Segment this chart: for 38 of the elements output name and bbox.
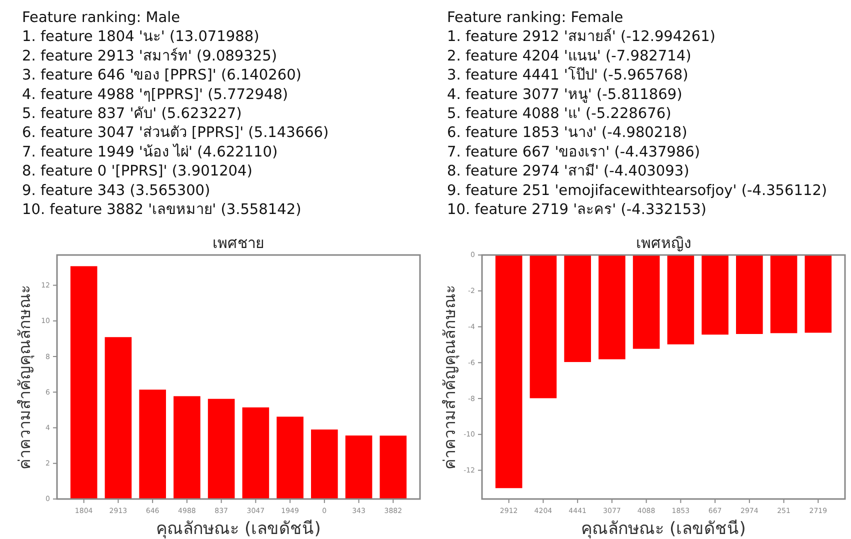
bar xyxy=(242,407,270,499)
text: 2. feature 2913 'สมาร์ท' (9.089325) xyxy=(22,47,277,64)
text: 3. feature 646 'ของ [PPRS]' (6.140260) xyxy=(22,68,302,84)
text: 10. feature 3882 'เลขหมาย' (3.558142) xyxy=(22,202,302,218)
bar xyxy=(276,416,304,499)
text: 4. feature 3077 'หนู' (-5.811869) xyxy=(447,86,682,103)
text: 6. feature 1853 'นาง' (-4.980218) xyxy=(447,125,688,142)
chart-title: เพศหญิง xyxy=(636,234,691,252)
text: Feature ranking: Male xyxy=(22,10,180,26)
bar xyxy=(208,398,235,499)
text: 8. feature 2974 'สามี' (-4.403093) xyxy=(447,162,690,180)
bar xyxy=(311,430,338,499)
text: 5. feature 4088 'แ' (-5.228676) xyxy=(447,106,672,122)
text: 7. feature 1949 'น้อง ไผ่' (4.622110) xyxy=(22,142,278,160)
y-axis-title: ค่าความสำคัญคุณลักษณะ xyxy=(440,284,460,470)
text: 2. feature 4204 'แนน' (-7.982714) xyxy=(447,48,692,64)
text: 1. feature 1804 'นะ' (13.071988) xyxy=(22,29,260,46)
chart-title: เพศชาย xyxy=(212,234,264,252)
text: 8. feature 0 '[PPRS]' (3.901204) xyxy=(22,164,252,180)
text: 10. feature 2719 'ละคร' (-4.332153) xyxy=(447,202,706,218)
y-axis-title: ค่าความสำคัญคุณลักษณะ xyxy=(15,284,35,470)
text: 9. feature 251 'emojifacewithtearsofjoy' (-4.356112) xyxy=(447,182,828,199)
text: 4. feature 4988 'ๆ[PPRS]' (5.772948) xyxy=(22,86,288,103)
text: 5. feature 837 'คับ' (5.623227) xyxy=(22,106,242,122)
text: Feature ranking: Female xyxy=(447,10,624,26)
bar xyxy=(139,390,166,499)
text: 6. feature 3047 'ส่วนตัว [PPRS]' (5.143666) xyxy=(22,125,329,142)
text: 7. feature 667 'ของเรา' (-4.437986) xyxy=(447,144,700,160)
text: 3. feature 4441 'โป๊ป' (-5.965768) xyxy=(447,66,688,84)
bar xyxy=(70,266,98,499)
bar xyxy=(104,337,132,499)
x-axis-title: คุณลักษณะ (เลขดัชนี) xyxy=(156,519,321,539)
bar xyxy=(345,436,372,499)
bar xyxy=(380,436,407,499)
x-axis-title: คุณลักษณะ (เลขดัชนี) xyxy=(581,519,746,539)
bar xyxy=(174,396,200,499)
text: 1. feature 2912 'สมายล์' (-12.994261) xyxy=(447,28,716,46)
text: 9. feature 343 (3.565300) xyxy=(22,182,210,199)
